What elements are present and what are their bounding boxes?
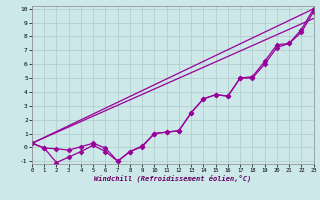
X-axis label: Windchill (Refroidissement éolien,°C): Windchill (Refroidissement éolien,°C) — [94, 175, 252, 182]
